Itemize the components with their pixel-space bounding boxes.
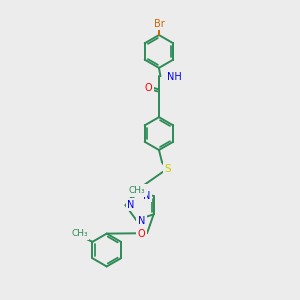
Text: Br: Br xyxy=(154,19,164,29)
Text: N: N xyxy=(143,190,151,200)
Text: NH: NH xyxy=(167,72,182,82)
Text: N: N xyxy=(127,200,135,210)
Text: CH₃: CH₃ xyxy=(128,186,145,195)
Text: CH₃: CH₃ xyxy=(71,229,88,238)
Text: O: O xyxy=(145,82,152,93)
Text: S: S xyxy=(164,164,171,174)
Text: N: N xyxy=(138,216,145,226)
Text: O: O xyxy=(138,229,146,239)
